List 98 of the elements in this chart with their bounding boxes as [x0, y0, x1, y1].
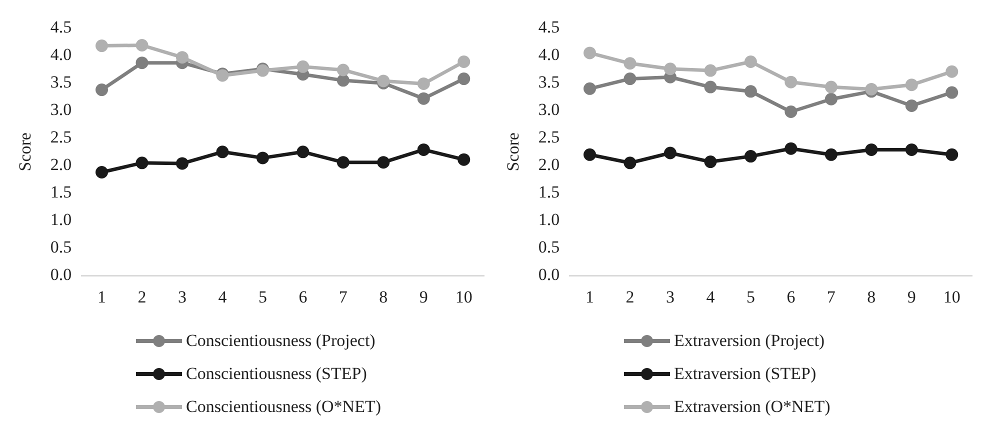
point	[704, 80, 717, 94]
y-tick-label: 3.0	[50, 100, 72, 120]
point	[664, 146, 676, 160]
y-tick-label: 0.5	[538, 238, 560, 257]
y-tick-label: 0.0	[538, 265, 560, 284]
point	[136, 56, 148, 70]
x-tick-label: 1	[586, 287, 594, 306]
point	[704, 156, 717, 168]
point	[865, 143, 878, 156]
y-tick-label: 2.0	[538, 155, 560, 174]
x-tick-label: 9	[907, 287, 916, 306]
point	[458, 153, 470, 166]
y-tick-label: 1.0	[538, 210, 560, 230]
point	[946, 148, 958, 161]
point	[946, 65, 958, 78]
x-tick-label: 8	[867, 287, 876, 306]
point	[584, 46, 596, 60]
point	[584, 148, 596, 161]
x-tick-label: 4	[218, 287, 228, 306]
x-tick-label: 6	[786, 287, 796, 306]
point	[905, 143, 918, 156]
point	[296, 146, 310, 158]
point	[96, 40, 108, 52]
point	[136, 156, 148, 170]
legend-label: Extraversion (STEP)	[674, 364, 816, 384]
point	[624, 72, 636, 86]
y-axis-title: Score	[504, 132, 523, 172]
point	[624, 156, 636, 170]
point	[664, 62, 676, 76]
point	[136, 38, 148, 52]
y-axis-title: Score	[16, 132, 35, 172]
x-tick-label: 5	[258, 287, 267, 306]
x-tick-label: 5	[746, 287, 755, 306]
point	[377, 156, 390, 169]
y-tick-label: 3.5	[538, 72, 560, 92]
x-tick-label: 7	[826, 287, 836, 306]
point	[824, 92, 838, 106]
x-tick-label: 10	[943, 287, 960, 306]
point	[256, 152, 269, 164]
point	[176, 157, 188, 170]
point	[458, 72, 470, 86]
x-tick-label: 9	[419, 287, 428, 306]
legend-label: Conscientiousness (STEP)	[186, 364, 367, 384]
y-tick-label: 1.5	[538, 182, 560, 202]
point	[417, 92, 430, 105]
x-tick-label: 7	[338, 287, 348, 306]
point	[336, 156, 350, 169]
y-tick-label: 4.5	[50, 18, 72, 37]
point	[96, 84, 108, 96]
point	[905, 99, 918, 112]
y-tick-label: 4.0	[50, 45, 72, 64]
legend-label: Extraversion (O*NET)	[674, 396, 830, 416]
point	[336, 74, 350, 87]
x-tick-label: 2	[138, 287, 146, 306]
x-tick-label: 3	[666, 287, 674, 306]
point	[216, 146, 229, 158]
y-tick-label: 4.0	[538, 45, 560, 64]
point	[624, 57, 636, 70]
x-tick-label: 4	[706, 287, 716, 306]
x-tick-label: 10	[455, 287, 472, 306]
point	[417, 77, 430, 90]
y-tick-label: 2.5	[50, 128, 72, 147]
point	[824, 148, 838, 161]
x-tick-label: 6	[298, 287, 308, 306]
y-tick-label: 1.5	[50, 182, 72, 202]
y-tick-label: 0.0	[50, 265, 72, 284]
y-tick-label: 4.5	[538, 18, 560, 37]
x-tick-label: 3	[178, 287, 186, 306]
point	[458, 55, 470, 68]
point	[946, 86, 958, 99]
y-tick-label: 0.5	[50, 238, 72, 257]
point	[296, 60, 310, 73]
point	[744, 150, 757, 163]
point	[744, 85, 757, 98]
x-tick-label: 8	[379, 287, 388, 306]
point	[704, 64, 717, 77]
y-tick-label: 3.5	[50, 72, 72, 92]
point	[824, 80, 838, 94]
point	[744, 55, 757, 68]
point	[96, 166, 108, 178]
y-tick-label: 2.0	[50, 155, 72, 174]
point	[336, 64, 350, 76]
point	[865, 82, 878, 96]
point	[417, 143, 430, 156]
point	[905, 78, 918, 92]
y-tick-label: 3.0	[538, 100, 560, 120]
point	[784, 76, 798, 88]
legend-label: Conscientiousness (Project)	[186, 330, 376, 350]
legend-label: Conscientiousness (O*NET)	[186, 396, 382, 416]
point	[176, 51, 188, 64]
point	[784, 106, 798, 118]
x-tick-label: 2	[626, 287, 634, 306]
point	[584, 82, 596, 95]
legend-label: Extraversion (Project)	[674, 330, 825, 350]
x-tick-label: 1	[98, 287, 106, 306]
y-tick-label: 1.0	[50, 210, 72, 230]
y-tick-label: 2.5	[538, 128, 560, 147]
point	[784, 142, 798, 155]
